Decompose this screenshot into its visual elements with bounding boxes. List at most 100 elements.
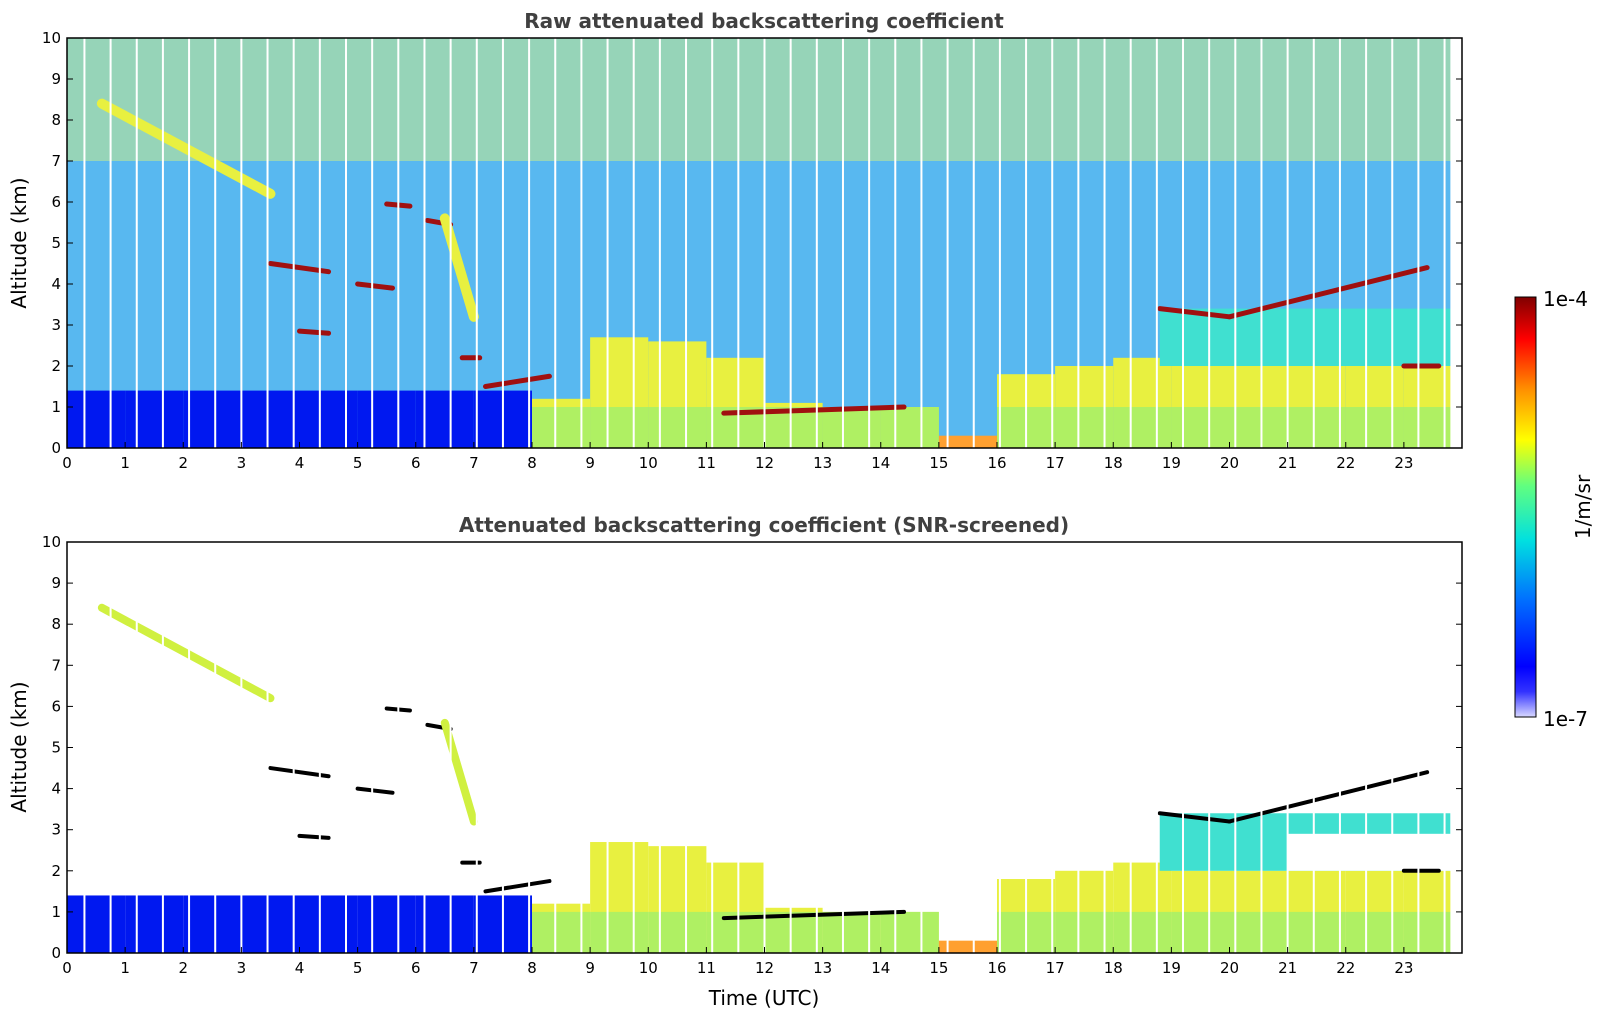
cloud-layer-screened (355, 786, 395, 795)
x-tick-label: 13 (813, 454, 832, 472)
y-tick-label: 3 (51, 316, 61, 334)
boundary-layer-lower (1113, 911, 1172, 953)
screened-out-region (473, 542, 1462, 764)
x-tick-label: 8 (527, 959, 537, 977)
x-tick-label: 7 (469, 454, 479, 472)
cloud-layer (721, 404, 907, 416)
boundary-layer-lower (1287, 407, 1346, 448)
y-axis-screened: 0 1 2 3 4 5 6 7 8 9 10 (42, 533, 1462, 962)
boundary-layer-column (241, 390, 300, 448)
y-tick-label: 6 (51, 697, 61, 715)
x-tick-label: 6 (411, 959, 421, 977)
x-tick-label: 3 (237, 959, 247, 977)
x-tick-label: 17 (1046, 959, 1065, 977)
boundary-layer-column (183, 390, 242, 448)
panel-raw: Raw attenuated backscattering coefficien… (7, 9, 1463, 472)
x-tick-label: 10 (639, 454, 658, 472)
y-tick-label: 4 (51, 275, 61, 293)
boundary-layer-lower (880, 911, 939, 953)
x-tick-label: 0 (62, 454, 72, 472)
colorbar-unit-label: 1/m/sr (1571, 474, 1595, 539)
y-tick-label: 8 (51, 111, 61, 129)
x-tick-label: 16 (987, 454, 1006, 472)
x-tick-label: 18 (1104, 959, 1123, 977)
x-tick-label: 19 (1162, 454, 1181, 472)
x-tick-label: 22 (1336, 454, 1355, 472)
colorbar-max-label: 1e-4 (1543, 287, 1588, 311)
panel-screened: Attenuated backscattering coefficient (S… (7, 513, 1463, 1010)
x-tick-label: 4 (295, 959, 305, 977)
elevated-aerosol-layer (1159, 308, 1451, 366)
x-tick-label: 8 (527, 454, 537, 472)
x-tick-label: 2 (178, 959, 188, 977)
y-tick-label: 9 (51, 574, 61, 592)
boundary-layer-column (357, 895, 416, 953)
boundary-layer-column (67, 390, 126, 448)
boundary-layer-lower (822, 407, 881, 448)
x-tick-label: 20 (1220, 454, 1239, 472)
x-tick-label: 15 (929, 454, 948, 472)
boundary-layer-column (125, 895, 184, 953)
boundary-layer-lower (1287, 911, 1346, 953)
x-tick-label: 13 (813, 959, 832, 977)
boundary-layer-lower (1345, 911, 1404, 953)
x-tick-label: 12 (755, 959, 774, 977)
x-tick-label: 21 (1278, 959, 1297, 977)
x-tick-label: 21 (1278, 454, 1297, 472)
x-axis-screened: 0 1 2 3 4 5 6 7 8 9 10 11 12 13 14 15 16 17 18 19 20 21 22 23 (62, 947, 1413, 977)
screened-out-region (1287, 833, 1462, 871)
y-tick-label: 0 (51, 944, 61, 962)
y-tick-label: 5 (51, 234, 61, 252)
x-tick-label: 0 (62, 959, 72, 977)
x-tick-label: 6 (411, 454, 421, 472)
x-tick-label: 23 (1394, 959, 1413, 977)
y-axis-label-screened: Altitude (km) (7, 681, 31, 812)
panel-title-screened: Attenuated backscattering coefficient (S… (459, 513, 1069, 537)
boundary-layer-lower (1229, 407, 1288, 448)
y-tick-label: 9 (51, 70, 61, 88)
boundary-layer-lower (590, 407, 649, 448)
plot-area-raw (67, 38, 1462, 448)
x-tick-label: 23 (1394, 454, 1413, 472)
x-axis-label: Time (UTC) (708, 986, 820, 1010)
boundary-layer-lower (822, 911, 881, 953)
y-tick-label: 3 (51, 821, 61, 839)
x-tick-label: 14 (871, 454, 890, 472)
y-tick-label: 0 (51, 439, 61, 457)
screened-out-region (67, 542, 474, 892)
x-tick-label: 18 (1104, 454, 1123, 472)
boundary-layer-column (67, 895, 126, 953)
boundary-layer-lower (648, 407, 707, 448)
x-tick-label: 19 (1162, 959, 1181, 977)
x-tick-label: 14 (871, 959, 890, 977)
boundary-layer-lower (1171, 911, 1230, 953)
cloud-layer (355, 281, 395, 291)
x-tick-label: 10 (639, 959, 658, 977)
y-tick-label: 4 (51, 780, 61, 798)
y-tick-label: 8 (51, 615, 61, 633)
boundary-layer-lower (1229, 911, 1288, 953)
boundary-layer-lower (1345, 407, 1404, 448)
x-tick-label: 11 (697, 959, 716, 977)
boundary-layer-lower (1171, 407, 1230, 448)
x-tick-label: 3 (237, 454, 247, 472)
panel-title-raw: Raw attenuated backscattering coefficien… (524, 9, 1004, 33)
x-tick-label: 17 (1046, 454, 1065, 472)
boundary-layer-lower (648, 911, 707, 953)
x-tick-label: 1 (120, 454, 130, 472)
x-tick-label: 1 (120, 959, 130, 977)
cloud-layer (1157, 306, 1232, 320)
y-tick-label: 5 (51, 739, 61, 757)
y-tick-label: 2 (51, 357, 61, 375)
cloud-layer (483, 373, 552, 389)
x-axis-raw: 0 1 2 3 4 5 6 7 8 9 10 11 12 13 14 15 16 17 18 19 20 21 22 23 (62, 442, 1413, 472)
boundary-layer-lower (880, 407, 939, 448)
boundary-layer-column (357, 390, 416, 448)
boundary-layer-lower (590, 911, 649, 953)
y-tick-label: 7 (51, 152, 61, 170)
cloud-layer-screened (1157, 811, 1232, 824)
y-axis-label-raw: Altitude (km) (7, 177, 31, 308)
cloud-layer-screened (483, 879, 552, 894)
boundary-layer-lower (764, 911, 823, 953)
